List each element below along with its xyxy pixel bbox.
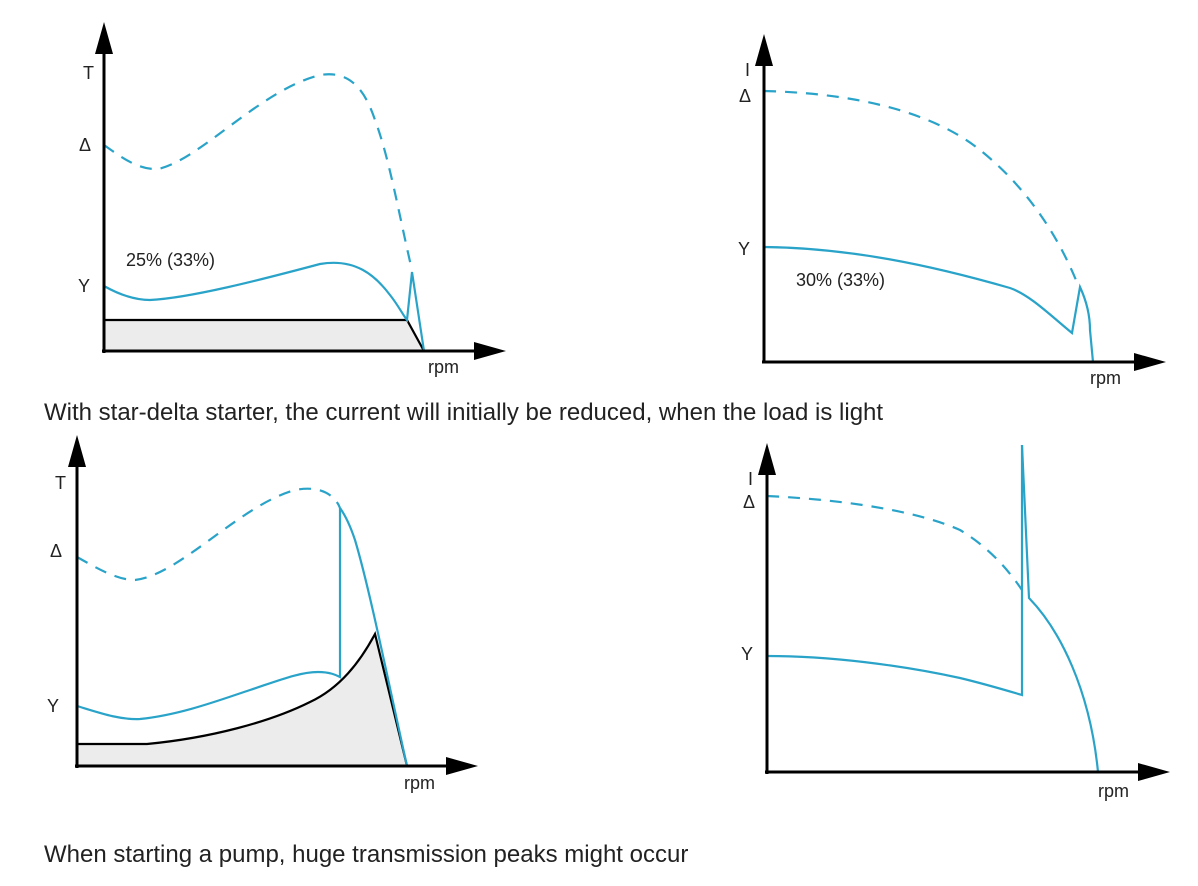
delta-level-label: Δ [743, 492, 755, 512]
x-axis-arrow [1134, 353, 1166, 371]
delta-level-label: Δ [739, 86, 751, 106]
star-level-label: Y [47, 696, 59, 716]
delta-torque-curve [103, 73, 414, 271]
y-axis-label: I [745, 60, 750, 80]
x-axis-label: rpm [404, 773, 435, 793]
star-current-curve [766, 445, 1024, 697]
star-level-label: Y [741, 644, 753, 664]
x-axis-arrow [446, 757, 478, 775]
delta-level-label: Δ [79, 135, 91, 155]
panel-torque-pump: T Δ Y rpm [47, 435, 478, 793]
panel-current-pump: I Δ Y rpm [741, 443, 1170, 801]
delta-current-curve [766, 494, 1023, 591]
x-axis-label: rpm [1090, 368, 1121, 388]
delta-current-curve-after-switch [1020, 444, 1100, 773]
y-axis-arrow [95, 22, 113, 54]
star-level-label: Y [78, 276, 90, 296]
delta-torque-curve-solid [339, 507, 409, 767]
y-axis-label: I [748, 469, 753, 489]
load-area [102, 318, 426, 353]
percentage-annotation: 30% (33%) [796, 270, 885, 290]
star-torque-curve [103, 261, 426, 352]
delta-level-label: Δ [50, 541, 62, 561]
star-torque-curve [76, 508, 342, 721]
delta-current-curve [763, 89, 1080, 286]
x-axis-arrow [1138, 763, 1170, 781]
caption-light-load: With star-delta starter, the current wil… [44, 399, 883, 426]
x-axis-label: rpm [1098, 781, 1129, 801]
delta-torque-curve [76, 487, 342, 582]
y-axis-arrow [68, 435, 86, 467]
star-level-label: Y [738, 239, 750, 259]
caption-pump: When starting a pump, huge transmission … [44, 841, 688, 868]
x-axis-arrow [474, 342, 506, 360]
star-current-curve [763, 245, 1095, 363]
y-axis-arrow [758, 443, 776, 475]
y-axis-label: T [55, 473, 66, 493]
x-axis-label: rpm [428, 357, 459, 377]
y-axis-arrow [755, 34, 773, 66]
load-area [75, 630, 409, 768]
y-axis-label: T [83, 63, 94, 83]
percentage-annotation: 25% (33%) [126, 250, 215, 270]
panel-current-light-load: I Δ Y 30% (33%) rpm [738, 34, 1166, 388]
panel-torque-light-load: T Δ Y 25% (33%) rpm [78, 22, 506, 377]
